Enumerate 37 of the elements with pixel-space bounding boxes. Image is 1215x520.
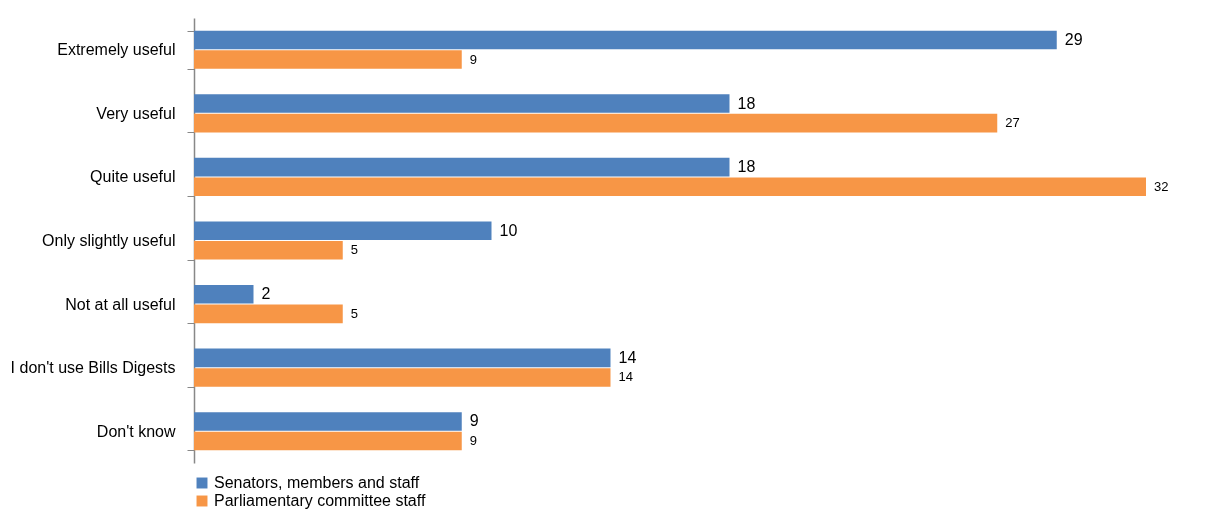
data-label: 10: [499, 221, 518, 239]
bar: [194, 113, 998, 133]
bar: [194, 157, 730, 177]
data-label: 9: [469, 51, 477, 67]
y-tick-label: Quite useful: [90, 168, 176, 186]
bar: [194, 94, 730, 113]
data-label: 5: [350, 305, 358, 321]
data-label: 9: [469, 412, 479, 430]
y-tick-label: Not at all useful: [65, 295, 176, 313]
y-tick-label: I don't use Bills Digests: [10, 359, 176, 377]
legend-label: Parliamentary committee staff: [214, 492, 426, 509]
bar: [194, 348, 611, 368]
y-tick-label: Don't know: [96, 422, 176, 440]
data-label: 5: [350, 242, 358, 258]
legend-label: Senators, members and staff: [214, 474, 420, 491]
bar: [194, 304, 343, 324]
data-label: 18: [737, 94, 756, 112]
bar: [194, 221, 492, 241]
y-tick-label: Extremely useful: [57, 41, 176, 59]
bar: [194, 240, 343, 260]
bar: [194, 431, 462, 451]
bar: [194, 50, 462, 69]
data-label: 29: [1064, 31, 1083, 49]
data-label: 14: [618, 369, 633, 385]
bar: [194, 285, 254, 304]
y-tick-label: Only slightly useful: [42, 232, 176, 249]
data-label: 32: [1154, 178, 1169, 194]
data-label: 9: [469, 432, 477, 448]
bar: [194, 177, 1146, 196]
data-label: 2: [261, 285, 271, 303]
y-tick-label: Very useful: [96, 104, 176, 122]
data-label: 14: [618, 348, 637, 366]
data-label: 27: [1005, 115, 1020, 131]
data-label: 18: [737, 158, 756, 176]
bar: [194, 412, 462, 431]
bar: [194, 30, 1057, 50]
bar: [194, 368, 611, 387]
